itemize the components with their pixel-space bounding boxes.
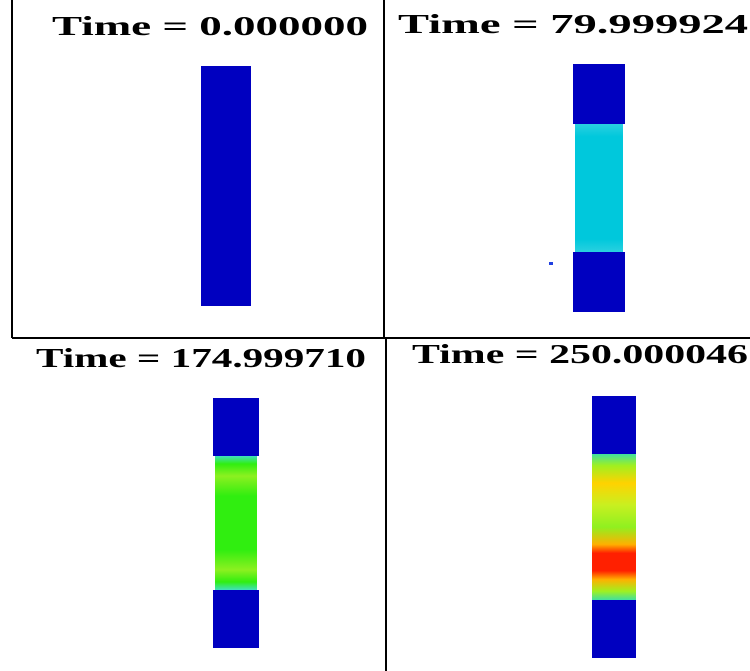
specimen [213,398,259,648]
frame [11,0,750,671]
panel-title: Time = 79.999924 [398,9,748,39]
specimen [592,396,636,658]
panel-title: Time = 174.999710 [36,343,366,373]
panel-title: Time = 250.000046 [412,339,748,369]
specimen [549,64,625,312]
panel-title: Time = 0.000000 [52,11,368,41]
specimen [201,66,251,306]
